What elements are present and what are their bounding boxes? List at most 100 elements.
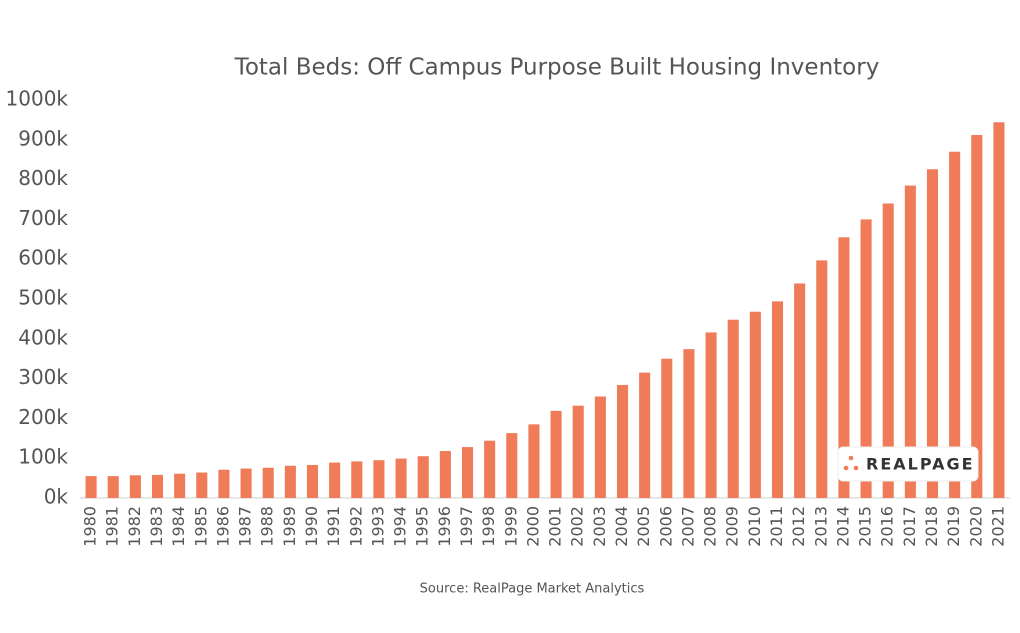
x-tick-label: 1993 xyxy=(368,506,387,547)
y-tick-label: 0k xyxy=(44,485,69,509)
bar xyxy=(218,469,230,498)
bar xyxy=(461,447,474,498)
bar xyxy=(484,440,496,498)
logo-box xyxy=(837,446,979,482)
x-tick-label: 2018 xyxy=(922,506,941,547)
bar xyxy=(196,472,208,498)
x-tick-label: 2008 xyxy=(701,506,720,547)
x-tick-label: 2019 xyxy=(944,506,963,547)
y-tick-label: 300k xyxy=(18,365,68,389)
x-tick-label: 1994 xyxy=(391,506,410,547)
x-tick-label: 2016 xyxy=(878,506,897,547)
bar xyxy=(439,451,451,498)
x-tick-label: 1984 xyxy=(169,506,188,547)
x-tick-label: 1996 xyxy=(435,506,454,547)
bar xyxy=(395,458,407,498)
y-tick-label: 600k xyxy=(18,246,68,270)
x-tick-label: 1995 xyxy=(413,506,432,547)
y-tick-label: 700k xyxy=(18,206,68,230)
x-tick-label: 1985 xyxy=(191,506,210,547)
x-tick-label: 1990 xyxy=(302,506,321,547)
x-tick-label: 2014 xyxy=(833,506,852,547)
bar xyxy=(661,358,673,498)
bar xyxy=(107,476,119,498)
bar xyxy=(373,460,385,498)
x-tick-label: 2011 xyxy=(767,506,786,547)
x-tick-label: 1987 xyxy=(236,506,255,547)
bar xyxy=(506,433,518,498)
bar xyxy=(639,372,651,498)
bar xyxy=(904,185,916,498)
source-note: Source: RealPage Market Analytics xyxy=(420,582,645,597)
bar xyxy=(616,384,629,498)
bar xyxy=(594,396,606,498)
x-tick-label: 2002 xyxy=(568,506,587,547)
bar xyxy=(683,349,695,498)
bar xyxy=(949,151,961,499)
bar xyxy=(329,462,341,498)
bar xyxy=(151,474,164,498)
logo-text: REALPAGE xyxy=(866,455,975,474)
x-tick-label: 1980 xyxy=(81,506,100,547)
bar xyxy=(572,405,584,498)
bar xyxy=(771,301,784,498)
bar xyxy=(351,461,363,498)
x-tick-label: 1988 xyxy=(258,506,277,547)
bar xyxy=(926,169,939,498)
x-tick-label: 1989 xyxy=(280,506,299,547)
x-tick-label: 2012 xyxy=(789,506,808,547)
x-tick-label: 1992 xyxy=(346,506,365,547)
bar xyxy=(528,424,540,498)
bar xyxy=(240,468,252,498)
bar xyxy=(284,465,296,498)
y-tick-label: 1000k xyxy=(6,87,69,111)
x-tick-label: 2001 xyxy=(546,506,565,547)
x-tick-label: 2021 xyxy=(988,506,1007,547)
x-tick-label: 2000 xyxy=(523,506,542,547)
logo-dot xyxy=(843,465,849,471)
x-tick-label: 2010 xyxy=(745,506,764,547)
x-tick-label: 2004 xyxy=(612,506,631,547)
x-tick-label: 2003 xyxy=(590,506,609,547)
logo: REALPAGE xyxy=(837,446,979,482)
x-tick-label: 1999 xyxy=(501,506,520,547)
bar xyxy=(993,122,1005,499)
bar xyxy=(174,473,186,498)
bar xyxy=(882,203,894,499)
x-tick-label: 1997 xyxy=(457,506,476,547)
x-tick-label: 1983 xyxy=(147,506,166,547)
bar xyxy=(262,467,274,498)
x-tick-label: 1991 xyxy=(324,506,343,547)
bar xyxy=(727,319,739,498)
bar xyxy=(838,237,850,498)
y-tick-label: 900k xyxy=(18,126,68,150)
x-tick-label: 2007 xyxy=(678,506,697,547)
bar xyxy=(971,135,983,499)
x-tick-label: 2013 xyxy=(811,506,830,547)
bar xyxy=(816,260,828,498)
logo-dot xyxy=(853,465,859,471)
x-tick-label: 2017 xyxy=(900,506,919,547)
y-tick-label: 400k xyxy=(18,325,68,349)
y-tick-label: 500k xyxy=(18,286,68,310)
x-tick-label: 2006 xyxy=(656,506,675,547)
bar xyxy=(550,410,562,498)
y-tick-label: 100k xyxy=(18,445,68,469)
x-tick-label: 1986 xyxy=(213,506,232,547)
x-tick-label: 2015 xyxy=(856,506,875,547)
logo-dot xyxy=(848,455,854,461)
x-tick-label: 2009 xyxy=(723,506,742,547)
y-tick-label: 200k xyxy=(18,405,68,429)
bar xyxy=(306,464,319,498)
bar xyxy=(860,219,872,498)
bar xyxy=(794,283,806,498)
chart-title: Total Beds: Off Campus Purpose Built Hou… xyxy=(234,55,880,81)
bar xyxy=(129,475,141,498)
x-tick-label: 2005 xyxy=(634,506,653,547)
x-tick-label: 1998 xyxy=(479,506,498,547)
bar xyxy=(705,332,717,498)
x-tick-label: 1982 xyxy=(125,506,144,547)
bar xyxy=(85,476,97,498)
